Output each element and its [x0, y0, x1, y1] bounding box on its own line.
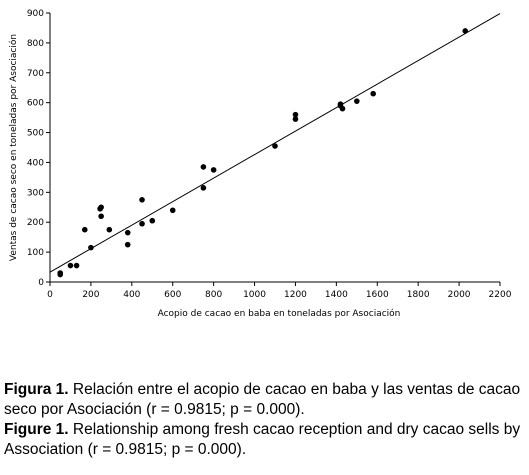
data-point	[272, 143, 278, 149]
y-tick-label: 300	[27, 188, 44, 198]
x-tick-label: 1400	[325, 290, 348, 300]
data-point	[292, 111, 299, 118]
data-point	[124, 241, 131, 248]
regression-line	[49, 13, 501, 273]
data-point	[149, 217, 156, 224]
y-tick-label: 100	[27, 248, 44, 258]
y-tick-label: 0	[38, 278, 44, 288]
data-point	[354, 98, 360, 104]
data-point	[81, 226, 88, 233]
data-point	[339, 105, 346, 112]
caption-en-label: Figure 1.	[4, 421, 69, 438]
x-tick-label: 2000	[448, 290, 471, 300]
data-point	[200, 164, 207, 170]
data-point	[169, 207, 176, 214]
data-point	[67, 262, 74, 269]
data-point	[370, 90, 376, 97]
x-tick-label: 0	[47, 290, 53, 300]
data-point	[139, 197, 145, 203]
x-axis-title: Acopio de cacao en baba en toneladas por…	[158, 308, 401, 319]
x-tick-label: 1800	[407, 290, 430, 300]
data-point	[98, 204, 104, 211]
x-tick-label: 2200	[489, 290, 512, 300]
y-tick-label: 200	[27, 218, 44, 228]
data-point	[124, 229, 131, 236]
caption-es-text: Relación entre el acopio de cacao en bab…	[4, 381, 521, 418]
y-tick-label: 900	[27, 9, 44, 19]
figure-caption: Figura 1. Relación entre el acopio de ca…	[4, 380, 528, 460]
data-point	[200, 185, 207, 191]
x-tick-label: 1000	[243, 290, 266, 300]
y-axis-title: Ventas de cacao seco en toneladas por As…	[8, 34, 19, 261]
x-tick-label: 400	[123, 290, 140, 300]
caption-es-label: Figura 1.	[4, 381, 69, 398]
data-point	[462, 28, 469, 34]
x-tick-label: 600	[164, 290, 181, 300]
x-tick-label: 800	[205, 290, 222, 300]
data-point	[106, 226, 113, 233]
y-tick-label: 600	[27, 99, 44, 109]
y-tick-label: 400	[27, 158, 44, 168]
y-tick-label: 500	[27, 129, 44, 139]
x-axis: 0 200 400 600 800 1000 1200 1400 1600 1800 2000 220…	[47, 281, 512, 300]
x-tick-label: 1600	[366, 290, 389, 300]
data-point	[73, 262, 80, 269]
y-tick-label: 700	[27, 69, 44, 79]
scatter-chart: 0 200 400 600 800 1000 1200 1400 1600 1800 2000 220…	[8, 9, 512, 319]
data-point	[57, 271, 64, 278]
data-points	[57, 28, 469, 278]
y-tick-label: 800	[27, 39, 44, 49]
caption-spanish: Figura 1. Relación entre el acopio de ca…	[4, 380, 528, 420]
caption-en-text: Relationship among fresh cacao reception…	[4, 421, 521, 458]
data-point	[98, 213, 104, 220]
trend-line	[49, 13, 501, 273]
y-axis: 0 100 200 300 400 500 600 700 800 900	[27, 9, 51, 288]
data-point	[139, 220, 145, 227]
x-tick-label: 1200	[284, 290, 307, 300]
data-point	[337, 101, 344, 107]
data-point	[88, 244, 94, 251]
data-point	[210, 167, 217, 173]
caption-english: Figure 1. Relationship among fresh cacao…	[4, 420, 528, 460]
data-point	[292, 116, 299, 122]
x-tick-label: 200	[82, 290, 99, 300]
